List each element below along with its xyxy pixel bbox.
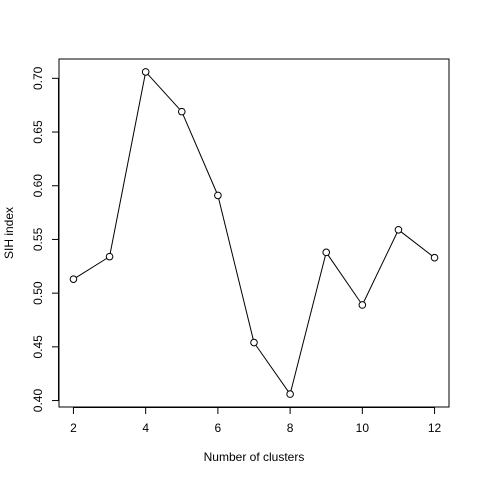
y-axis-label: SIH index [2, 207, 16, 259]
y-tick-label-0: 0.40 [31, 389, 45, 413]
data-point-4 [141, 68, 150, 76]
series-0-segment-4 [218, 198, 254, 340]
data-point-11 [394, 225, 403, 234]
series-0-segment-8 [363, 232, 398, 303]
data-point-8 [286, 390, 294, 398]
data-point-2 [69, 275, 78, 283]
y-tick-label-5: 0.65 [31, 120, 45, 144]
x-axis-label: Number of clusters [204, 450, 305, 464]
x-tick-label-8: 8 [287, 421, 294, 435]
x-tick-label-6: 6 [215, 421, 222, 435]
y-tick-label-6: 0.70 [31, 66, 45, 90]
y-tick-label-3: 0.55 [31, 227, 45, 251]
plot-frame [58, 58, 450, 408]
x-tick-label-10: 10 [356, 421, 370, 435]
data-point-9 [322, 248, 331, 257]
series-layer [69, 68, 439, 398]
data-point-7 [250, 338, 258, 347]
series-0-segment-2 [147, 73, 180, 110]
y-tick-label-4: 0.60 [31, 174, 45, 198]
y-tick-label-2: 0.50 [31, 281, 45, 305]
axes: 2 4 6 8 10 12 0.40 0.45 0.50 0.55 0.60 0.65 0.70 [31, 66, 442, 435]
data-point-12 [430, 253, 439, 262]
data-point-5 [177, 107, 186, 116]
y-tick-label-1: 0.45 [31, 335, 45, 359]
series-0-segment-9 [400, 231, 433, 257]
series-0-segment-5 [255, 344, 289, 392]
series-0-segment-6 [290, 255, 326, 392]
series-0-segment-1 [109, 75, 146, 254]
series-0-segment-0 [75, 257, 108, 278]
series-0-segment-3 [182, 114, 218, 193]
x-tick-label-4: 4 [142, 421, 149, 435]
series-0-segment-7 [327, 254, 361, 303]
x-tick-label-2: 2 [70, 421, 77, 435]
x-tick-label-12: 12 [428, 421, 442, 435]
data-point-6 [214, 191, 222, 200]
data-point-10 [358, 301, 367, 309]
data-point-3 [105, 252, 114, 261]
